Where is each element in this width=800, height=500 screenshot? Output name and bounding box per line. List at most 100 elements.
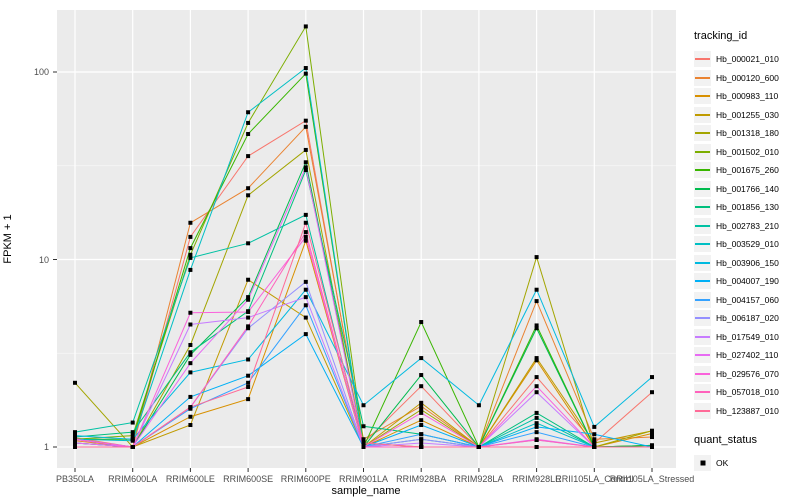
data-point-marker [188, 423, 193, 428]
data-point-marker [246, 241, 251, 246]
data-point-marker [476, 445, 481, 449]
data-point-marker [419, 400, 424, 405]
legend-item-Hb_003529_010: Hb_003529_010 [694, 235, 798, 254]
y-tick-label: 10 [38, 254, 49, 265]
legend-item-Hb_123887_010: Hb_123887_010 [694, 402, 798, 421]
series-color-line-icon [695, 150, 710, 153]
data-point-marker [303, 66, 308, 71]
data-point-marker [419, 432, 424, 437]
series-color-line-icon [695, 280, 710, 283]
data-point-marker [534, 356, 539, 361]
legend-key-swatch [694, 143, 711, 160]
data-point-marker [303, 212, 308, 217]
data-point-marker [303, 303, 308, 308]
data-point-marker [246, 315, 251, 320]
data-point-marker [303, 165, 308, 170]
legend-item-Hb_027402_110: Hb_027402_110 [694, 346, 798, 365]
legend-item-Hb_001675_260: Hb_001675_260 [694, 161, 798, 180]
data-point-marker [534, 424, 539, 429]
data-point-marker [534, 375, 539, 380]
legend-key-swatch [694, 162, 711, 179]
series-color-line-icon [695, 113, 710, 116]
data-point-marker [419, 384, 424, 389]
legend-key-swatch [694, 273, 711, 290]
series-points-Hb_123887_010 [73, 220, 654, 449]
data-point-marker [650, 375, 654, 380]
legend-label: Hb_001255_030 [716, 109, 779, 120]
data-point-marker [246, 324, 251, 329]
data-point-marker [534, 384, 539, 389]
quant-status-legend: quant_status OK [694, 434, 798, 473]
x-tick-label: RRIM901LA [338, 474, 389, 484]
data-point-marker [246, 295, 251, 300]
data-point-marker [246, 277, 251, 282]
data-point-marker [650, 390, 654, 395]
data-point-marker [73, 445, 77, 449]
legend-label: Hb_000120_600 [716, 72, 779, 83]
data-point-marker [246, 297, 251, 302]
data-point-marker [246, 357, 251, 362]
legend-key-swatch [694, 347, 711, 364]
legend-key-swatch [694, 291, 711, 308]
data-point-marker [303, 220, 308, 225]
legend-key-swatch [694, 217, 711, 234]
data-point-marker [188, 267, 193, 272]
data-point-marker [130, 430, 135, 435]
data-point-marker [419, 407, 424, 412]
data-point-marker [246, 193, 251, 198]
series-color-line-icon [695, 132, 710, 135]
data-point-marker [188, 252, 193, 257]
legend-key-swatch [694, 106, 711, 123]
data-point-marker [534, 326, 539, 331]
data-point-marker [361, 441, 366, 446]
legend: tracking_id Hb_000021_010 Hb_000120_600 Hb… [694, 30, 798, 473]
data-point-marker [73, 430, 77, 435]
series-color-line-icon [695, 243, 710, 246]
data-point-marker [130, 445, 135, 449]
x-tick-label: RRII105LA_Stressed [609, 474, 695, 484]
x-tick-label: RRIM600LE [165, 474, 215, 484]
data-point-marker [188, 352, 193, 357]
legend-label: Hb_003906_150 [716, 257, 779, 268]
panel-background [57, 10, 676, 468]
data-point-marker [188, 255, 193, 260]
data-point-marker [303, 332, 308, 337]
x-tick-label: RRIM600SE [223, 474, 274, 484]
legend-item-Hb_001255_030: Hb_001255_030 [694, 106, 798, 125]
legend-label-ok: OK [716, 458, 729, 469]
data-point-marker [246, 380, 251, 385]
legend-item-Hb_017549_010: Hb_017549_010 [694, 328, 798, 347]
series-color-line-icon [695, 76, 710, 79]
data-point-marker [130, 437, 135, 442]
data-point-marker [188, 310, 193, 315]
x-tick-label: RRII105LA_Control [555, 474, 634, 484]
data-point-marker [592, 445, 597, 449]
data-point-marker [246, 397, 251, 402]
legend-label: Hb_001856_130 [716, 202, 779, 213]
data-point-marker [419, 320, 424, 325]
legend-item-Hb_001502_010: Hb_001502_010 [694, 143, 798, 162]
data-point-marker [476, 403, 481, 408]
data-point-marker [130, 433, 135, 438]
series-color-line-icon [695, 354, 710, 357]
data-point-marker [246, 132, 251, 137]
data-point-marker [592, 432, 597, 437]
legend-label: Hb_001502_010 [716, 146, 779, 157]
data-point-marker [650, 445, 654, 449]
series-color-line-icon [695, 335, 710, 338]
legend-label: Hb_001318_180 [716, 128, 779, 139]
legend-label: Hb_004157_060 [716, 294, 779, 305]
data-point-marker [246, 373, 251, 378]
legend-key-swatch [694, 384, 711, 401]
x-tick-label: RRIM600LA [108, 474, 158, 484]
data-point-marker [246, 384, 251, 389]
data-point-marker [361, 445, 366, 449]
legend-key-swatch [694, 69, 711, 86]
data-point-marker [246, 186, 251, 191]
data-point-marker [303, 230, 308, 235]
legend-key-swatch [694, 51, 711, 68]
data-point-marker [73, 437, 77, 442]
legend-title-tracking-id: tracking_id [694, 30, 748, 42]
data-point-marker [419, 437, 424, 442]
